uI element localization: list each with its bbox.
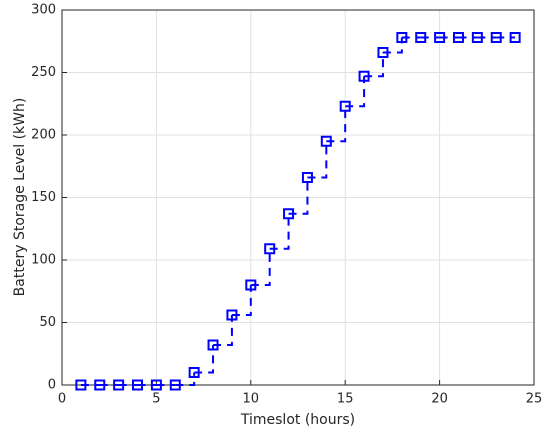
marker bbox=[377, 47, 389, 58]
marker bbox=[415, 32, 427, 43]
y-tick-label: 250 bbox=[31, 65, 56, 80]
marker bbox=[264, 243, 276, 255]
marker bbox=[132, 379, 144, 391]
marker bbox=[358, 70, 370, 82]
step-segment bbox=[175, 372, 196, 386]
step-segment bbox=[194, 345, 215, 374]
marker bbox=[509, 32, 521, 43]
marker bbox=[452, 32, 464, 43]
marker bbox=[283, 208, 295, 220]
marker bbox=[94, 379, 106, 391]
step-segment bbox=[288, 177, 309, 215]
marker bbox=[245, 279, 257, 291]
x-tick-label: 5 bbox=[152, 392, 160, 407]
x-axis-label: Timeslot (hours) bbox=[240, 412, 355, 428]
plot-frame bbox=[61, 9, 535, 386]
marker bbox=[113, 379, 125, 391]
x-tick-label: 15 bbox=[337, 392, 354, 407]
y-tick-label: 300 bbox=[31, 3, 56, 18]
marker bbox=[301, 172, 313, 183]
marker bbox=[169, 379, 181, 391]
marker bbox=[339, 100, 351, 112]
step-segment bbox=[213, 315, 233, 346]
marker bbox=[434, 32, 446, 43]
step-segment bbox=[231, 285, 252, 316]
step-segment bbox=[326, 106, 347, 143]
x-tick-label: 25 bbox=[526, 392, 543, 407]
y-tick-label: 100 bbox=[31, 253, 56, 268]
x-tick-label: 0 bbox=[58, 392, 66, 407]
y-axis-label: Battery Storage Level (kWh) bbox=[12, 98, 28, 297]
marker bbox=[226, 309, 238, 321]
x-tick-label: 10 bbox=[243, 392, 260, 407]
marker bbox=[490, 32, 502, 43]
marker bbox=[207, 339, 219, 351]
y-tick-label: 200 bbox=[31, 128, 56, 143]
step-segment bbox=[345, 76, 366, 108]
step-segment bbox=[307, 141, 328, 179]
step-segment bbox=[269, 213, 290, 250]
x-tick-label: 20 bbox=[431, 392, 448, 407]
marker bbox=[396, 32, 408, 43]
y-tick-label: 0 bbox=[48, 378, 56, 393]
y-tick-label: 150 bbox=[31, 190, 56, 205]
marker bbox=[471, 32, 483, 43]
step-segment bbox=[364, 52, 384, 78]
marker bbox=[188, 367, 200, 378]
marker bbox=[320, 135, 332, 147]
marker bbox=[75, 379, 87, 391]
step-segment bbox=[250, 248, 271, 286]
y-tick-label: 50 bbox=[39, 315, 56, 330]
step-segment bbox=[382, 37, 403, 54]
marker bbox=[150, 379, 162, 391]
